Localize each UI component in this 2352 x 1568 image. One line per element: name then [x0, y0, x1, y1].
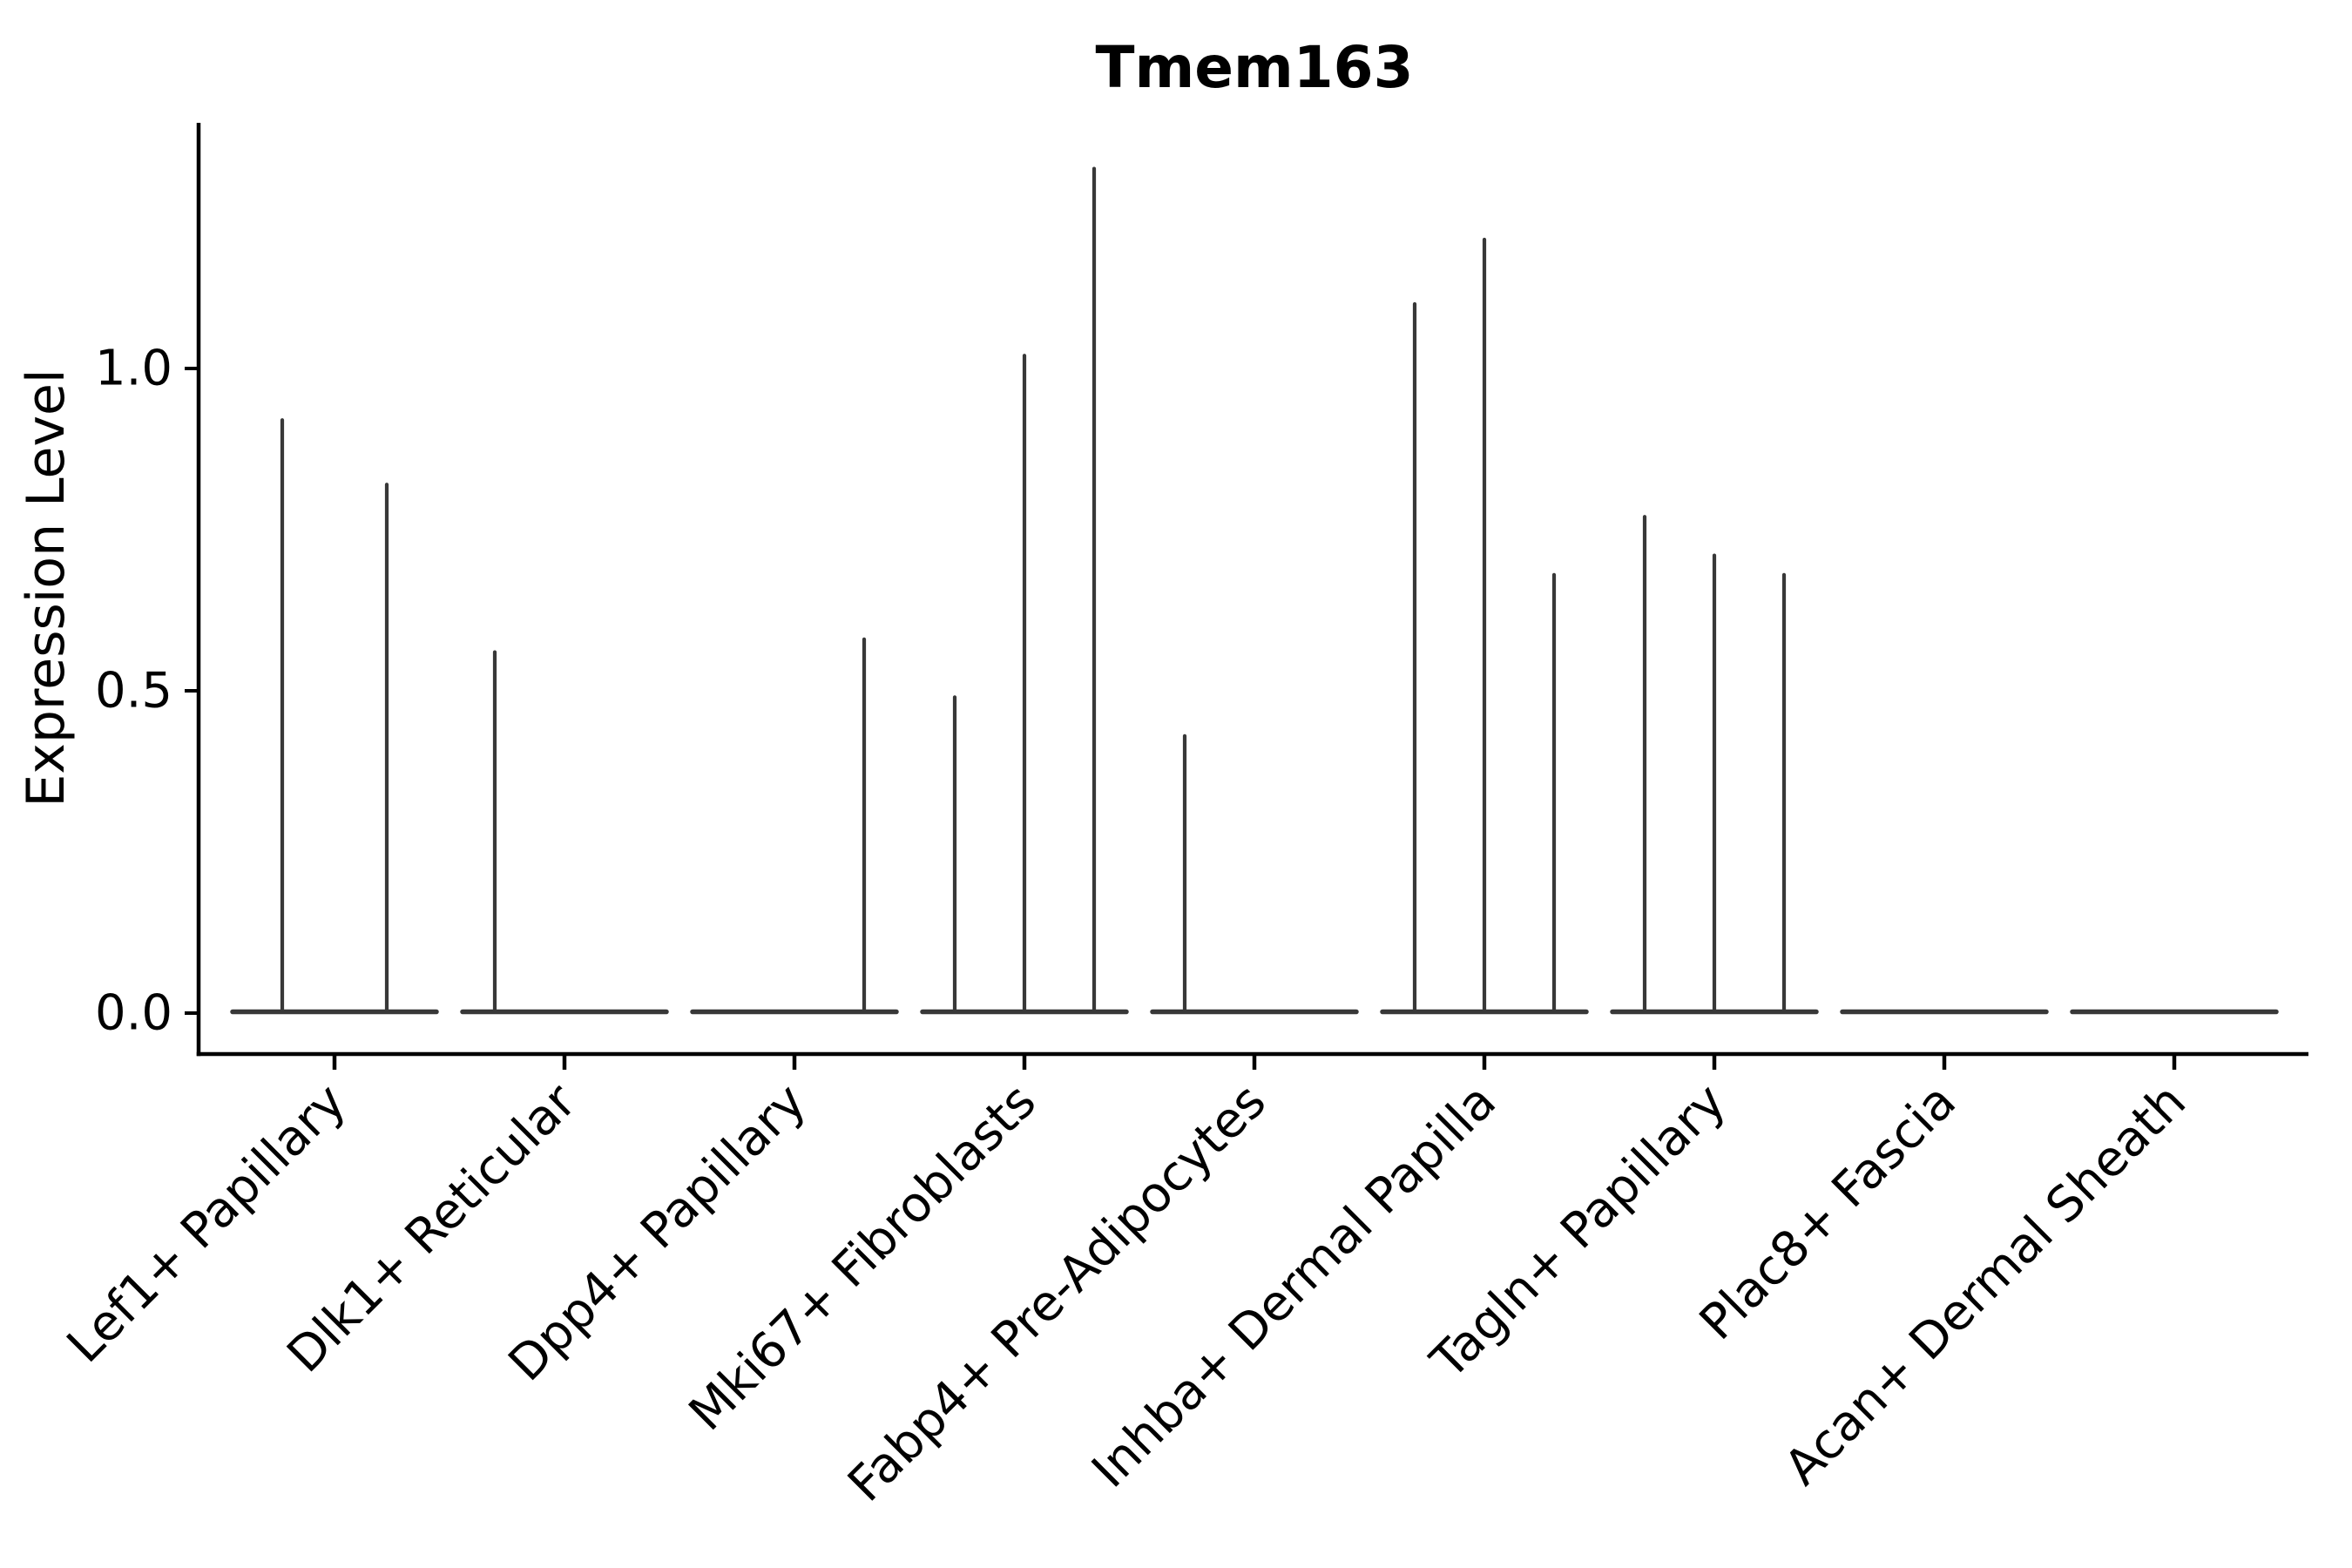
violin-0	[230, 418, 439, 1015]
x-tick-label: Inhba+ Dermal Papilla	[1081, 1073, 1507, 1499]
y-tick-label: 1.0	[95, 341, 172, 397]
x-tick-label: Acan+ Dermal Sheath	[1774, 1073, 2197, 1497]
violin-3	[920, 166, 1129, 1015]
y-axis-title: Expression Level	[16, 368, 77, 807]
y-tick-label: 0.5	[95, 663, 172, 720]
violins	[230, 166, 2279, 1015]
violin-5	[1380, 237, 1589, 1015]
y-tick-label: 0.0	[95, 985, 172, 1042]
violin-2	[690, 637, 899, 1015]
violin-4	[1150, 733, 1359, 1015]
y-axis-ticks: 0.0 0.5 1.0	[95, 341, 199, 1042]
violin-1	[460, 650, 669, 1015]
x-axis-ticks	[332, 1054, 2177, 1070]
x-tick-label: Fabp4+ Pre-Adipocytes	[837, 1073, 1277, 1513]
plot-title: Tmem163	[1095, 34, 1413, 101]
violin-6	[1610, 515, 1819, 1015]
